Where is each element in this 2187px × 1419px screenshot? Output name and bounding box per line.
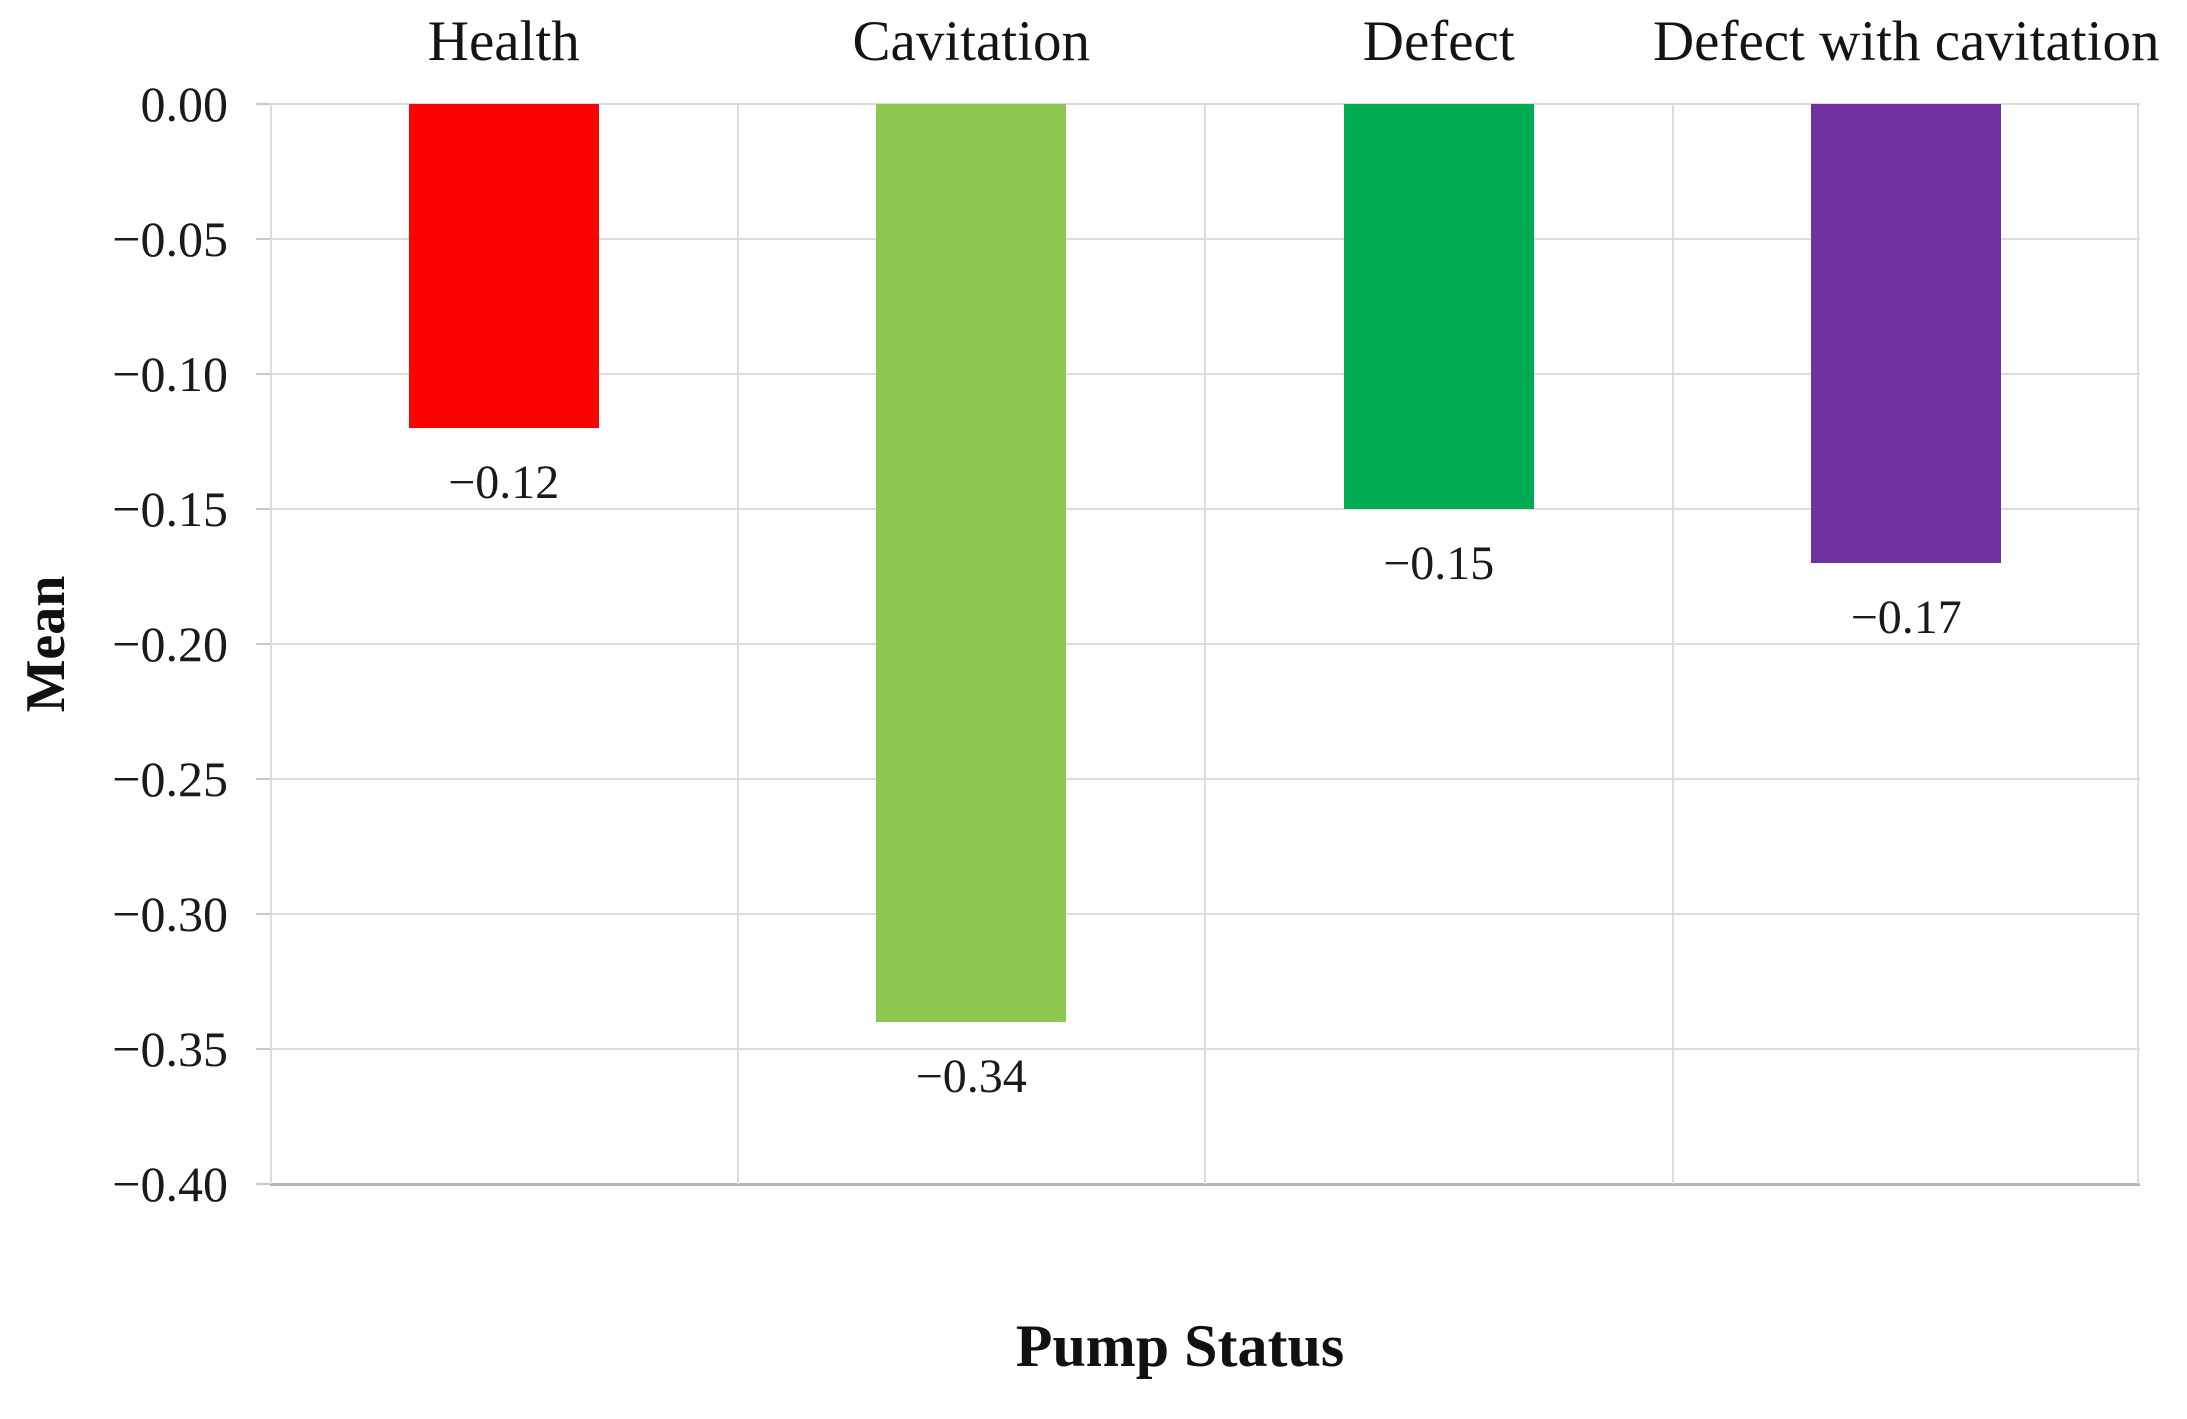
y-tick-label: −0.30 (112, 886, 228, 942)
y-axis-tick (256, 103, 270, 105)
data-label-health: −0.12 (448, 456, 560, 509)
y-tick-label: −0.35 (112, 1021, 228, 1077)
y-axis-tick (256, 1048, 270, 1050)
data-label-defect-with-cavitation: −0.17 (1850, 591, 1962, 644)
plot-area (270, 103, 2140, 1186)
y-tick-label: 0.00 (140, 76, 229, 132)
data-label-cavitation: −0.34 (915, 1050, 1027, 1103)
y-tick-label: −0.10 (112, 346, 228, 402)
y-axis-tick (256, 643, 270, 645)
y-axis-tick (256, 1183, 270, 1185)
category-label-health: Health (427, 10, 580, 73)
bar-defect (1343, 104, 1534, 509)
y-tick-label: −0.15 (112, 481, 228, 537)
gridline-vertical (2137, 104, 2139, 1184)
y-tick-label: −0.25 (112, 751, 228, 807)
data-label-defect: −0.15 (1383, 537, 1495, 590)
y-axis-tick (256, 373, 270, 375)
y-tick-label: −0.05 (112, 211, 228, 267)
y-tick-label: −0.20 (112, 616, 228, 672)
category-label-cavitation: Cavitation (852, 10, 1090, 73)
bar-cavitation (876, 104, 1067, 1022)
gridline-vertical (270, 104, 272, 1184)
gridline-horizontal (270, 1183, 2140, 1186)
x-axis-title: Pump Status (1015, 1313, 1345, 1379)
category-label-defect: Defect (1362, 10, 1515, 73)
bar-health (408, 104, 599, 428)
y-axis-tick (256, 508, 270, 510)
y-axis-tick (256, 778, 270, 780)
gridline-vertical (1204, 104, 1206, 1184)
y-axis-tick (256, 238, 270, 240)
y-axis-title: Mean (15, 575, 77, 713)
category-label-defect-with-cavitation: Defect with cavitation (1653, 10, 2160, 73)
bar-defect-with-cavitation (1811, 104, 2002, 563)
gridline-vertical (736, 104, 739, 1184)
y-tick-label: −0.40 (112, 1156, 228, 1212)
gridline-vertical (1671, 104, 1674, 1184)
y-axis-tick (256, 913, 270, 915)
